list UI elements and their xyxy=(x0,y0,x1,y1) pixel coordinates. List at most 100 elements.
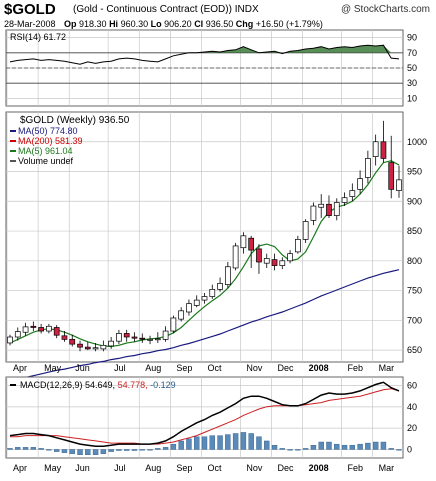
high-value: 960.30 xyxy=(120,19,149,29)
price-y-tick-label: 900 xyxy=(407,196,422,206)
macd-histogram-bar xyxy=(46,449,52,451)
candle-body xyxy=(279,260,286,266)
macd-histogram-bar xyxy=(53,449,60,452)
candle-body xyxy=(14,331,21,338)
candle-body xyxy=(84,346,91,350)
macd-y-tick-label: 0 xyxy=(407,444,412,454)
macd-histogram-bar xyxy=(365,442,371,450)
candle-body xyxy=(209,289,216,297)
candle-body xyxy=(341,197,348,203)
change-value: +16.50 (+1.79%) xyxy=(255,19,323,29)
candle-body xyxy=(53,327,60,336)
macd-histogram-bar xyxy=(123,449,130,451)
open-value: 918.30 xyxy=(79,19,107,29)
source-label[interactable]: @ StockCharts.com xyxy=(340,4,430,15)
macd-value: 54.649, xyxy=(85,380,118,390)
macd-x-tick-label: Oct xyxy=(208,463,223,473)
macd-histogram-bar xyxy=(388,448,394,450)
macd-histogram-bar xyxy=(7,448,13,450)
macd-histogram-bar xyxy=(178,440,184,450)
macd-line xyxy=(9,381,400,448)
macd-x-tick-label: May xyxy=(44,463,62,473)
price-x-tick-label: Oct xyxy=(208,363,223,373)
candle-body xyxy=(162,330,169,340)
macd-histogram-bar xyxy=(372,441,379,450)
rsi-y-tick-label: 10 xyxy=(407,93,417,103)
candle-body xyxy=(108,340,114,347)
price-x-tick-label: Aug xyxy=(145,363,161,373)
macd-histogram-bar xyxy=(318,441,324,450)
high-label: Hi xyxy=(109,19,119,29)
macd-histogram-bar xyxy=(147,449,153,451)
price-y-tick-label: 800 xyxy=(407,256,422,266)
ma50-line xyxy=(9,269,400,382)
change-label: Chg xyxy=(235,19,254,29)
candle-body xyxy=(380,141,387,159)
candle-body xyxy=(139,337,146,340)
price-x-tick-label: Apr xyxy=(13,363,27,373)
chart-description: (Gold - Continuous Contract (EOD)) INDX xyxy=(73,4,259,15)
legend-entry: MA(5) 961.04 xyxy=(18,146,73,156)
macd-histogram-bar xyxy=(232,433,239,450)
candle-body xyxy=(310,205,317,221)
candle-body xyxy=(217,283,223,290)
rsi-y-tick-label: 90 xyxy=(407,33,417,43)
candle-body xyxy=(333,202,340,216)
candle-body xyxy=(123,333,130,338)
description-text: (Gold - Continuous Contract (EOD)) xyxy=(73,4,232,15)
close-label: Cl xyxy=(194,19,204,29)
candle-body xyxy=(7,336,13,344)
price-x-tick-label: 2008 xyxy=(309,363,329,373)
macd-x-tick-label: Jun xyxy=(75,463,90,473)
price-x-tick-label: Jun xyxy=(75,363,90,373)
candle-body xyxy=(326,203,332,216)
macd-histogram-bar xyxy=(279,448,285,450)
macd-histogram-bar xyxy=(186,438,192,450)
macd-x-tick-label: Mar xyxy=(379,463,395,473)
price-x-tick-label: Nov xyxy=(246,363,263,373)
price-y-tick-label: 750 xyxy=(407,286,422,296)
price-x-tick-label: May xyxy=(44,363,62,373)
macd-histogram-bar xyxy=(302,448,309,450)
candle-body xyxy=(193,299,200,306)
macd-histogram-bar xyxy=(131,449,138,451)
rsi-title: RSI(14) 61.72 xyxy=(10,32,66,42)
macd-histogram-bar xyxy=(217,435,223,450)
macd-histogram-bar xyxy=(170,443,177,450)
macd-histogram-bar xyxy=(194,436,200,450)
candle-body xyxy=(186,303,192,313)
macd-title-label: MACD(12,26,9) xyxy=(20,380,85,390)
macd-histogram-bar xyxy=(287,449,293,451)
macd-histogram-bar xyxy=(116,449,122,451)
macd-histogram-bar xyxy=(310,445,317,450)
rsi-overbought-fill xyxy=(10,45,399,53)
macd-histogram-bar xyxy=(30,447,37,450)
legend-entry: MA(200) 581.39 xyxy=(18,136,83,146)
macd-histogram-bar xyxy=(22,447,29,450)
macd-histogram-bar xyxy=(69,449,75,454)
price-y-tick-label: 950 xyxy=(407,167,422,177)
macd-histogram-bar xyxy=(162,447,169,450)
candle-body xyxy=(38,327,44,332)
candle-body xyxy=(295,239,301,253)
candle-body xyxy=(170,317,177,332)
candle-body xyxy=(178,310,185,320)
candle-body xyxy=(147,339,153,341)
macd-histogram-bar xyxy=(38,448,44,450)
candle-body xyxy=(318,203,325,208)
price-y-tick-label: 1000 xyxy=(407,137,427,147)
low-label: Lo xyxy=(150,19,162,29)
macd-histogram-bar xyxy=(240,432,247,450)
macd-x-tick-label: Nov xyxy=(246,463,263,473)
rsi-y-tick-label: 30 xyxy=(407,78,417,88)
macd-y-tick-label: 20 xyxy=(407,423,417,433)
macd-histogram-bar xyxy=(271,445,278,450)
macd-y-tick-label: 40 xyxy=(407,402,417,412)
macd-histogram-bar xyxy=(295,449,301,451)
macd-histogram-bar xyxy=(357,443,363,450)
rsi-y-tick-label: 70 xyxy=(407,48,417,58)
macd-histogram-bar xyxy=(15,447,21,450)
price-x-tick-label: Feb xyxy=(348,363,364,373)
macd-histogram-bar xyxy=(256,436,262,450)
